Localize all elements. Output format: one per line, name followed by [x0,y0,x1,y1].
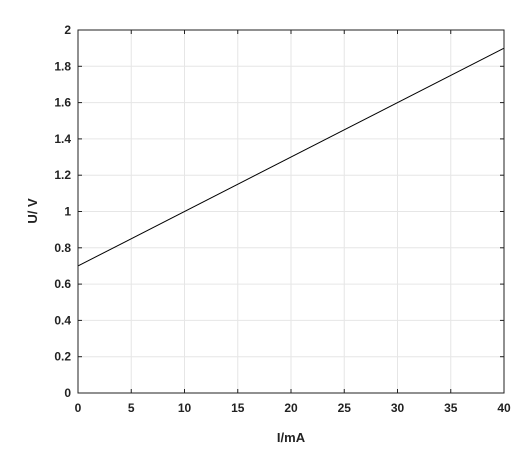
y-axis-label: U/ V [25,198,40,224]
tick-marks [77,29,505,394]
y-tick-label: 1 [64,205,71,219]
y-tick-label: 1.2 [54,168,71,182]
x-tick-label: 25 [338,401,352,415]
x-axis-label: I/mA [277,430,306,445]
x-tick-label: 35 [444,401,458,415]
y-tick-label: 0.4 [54,313,71,327]
y-tick-label: 0.8 [54,241,71,255]
y-tick-label: 1.6 [54,96,71,110]
x-tick-label: 0 [75,401,82,415]
x-tick-label: 10 [178,401,192,415]
y-tick-label: 0.6 [54,277,71,291]
y-tick-label: 1.8 [54,59,71,73]
y-tick-label: 0 [64,386,71,400]
y-tick-label: 1.4 [54,132,71,146]
x-tick-label: 5 [128,401,135,415]
x-tick-label: 30 [391,401,405,415]
x-tick-label: 15 [231,401,245,415]
y-tick-label: 2 [64,23,71,37]
x-tick-label: 40 [497,401,511,415]
x-tick-label: 20 [284,401,298,415]
y-tick-label: 0.2 [54,350,71,364]
grid-lines [78,30,504,393]
tick-labels: 0 5 10 15 20 25 30 35 40 0 0.2 0.4 0.6 0.8 1 1.2 1.4 1.6 1… [54,23,511,415]
series-line [77,47,505,267]
data-series [77,47,505,267]
